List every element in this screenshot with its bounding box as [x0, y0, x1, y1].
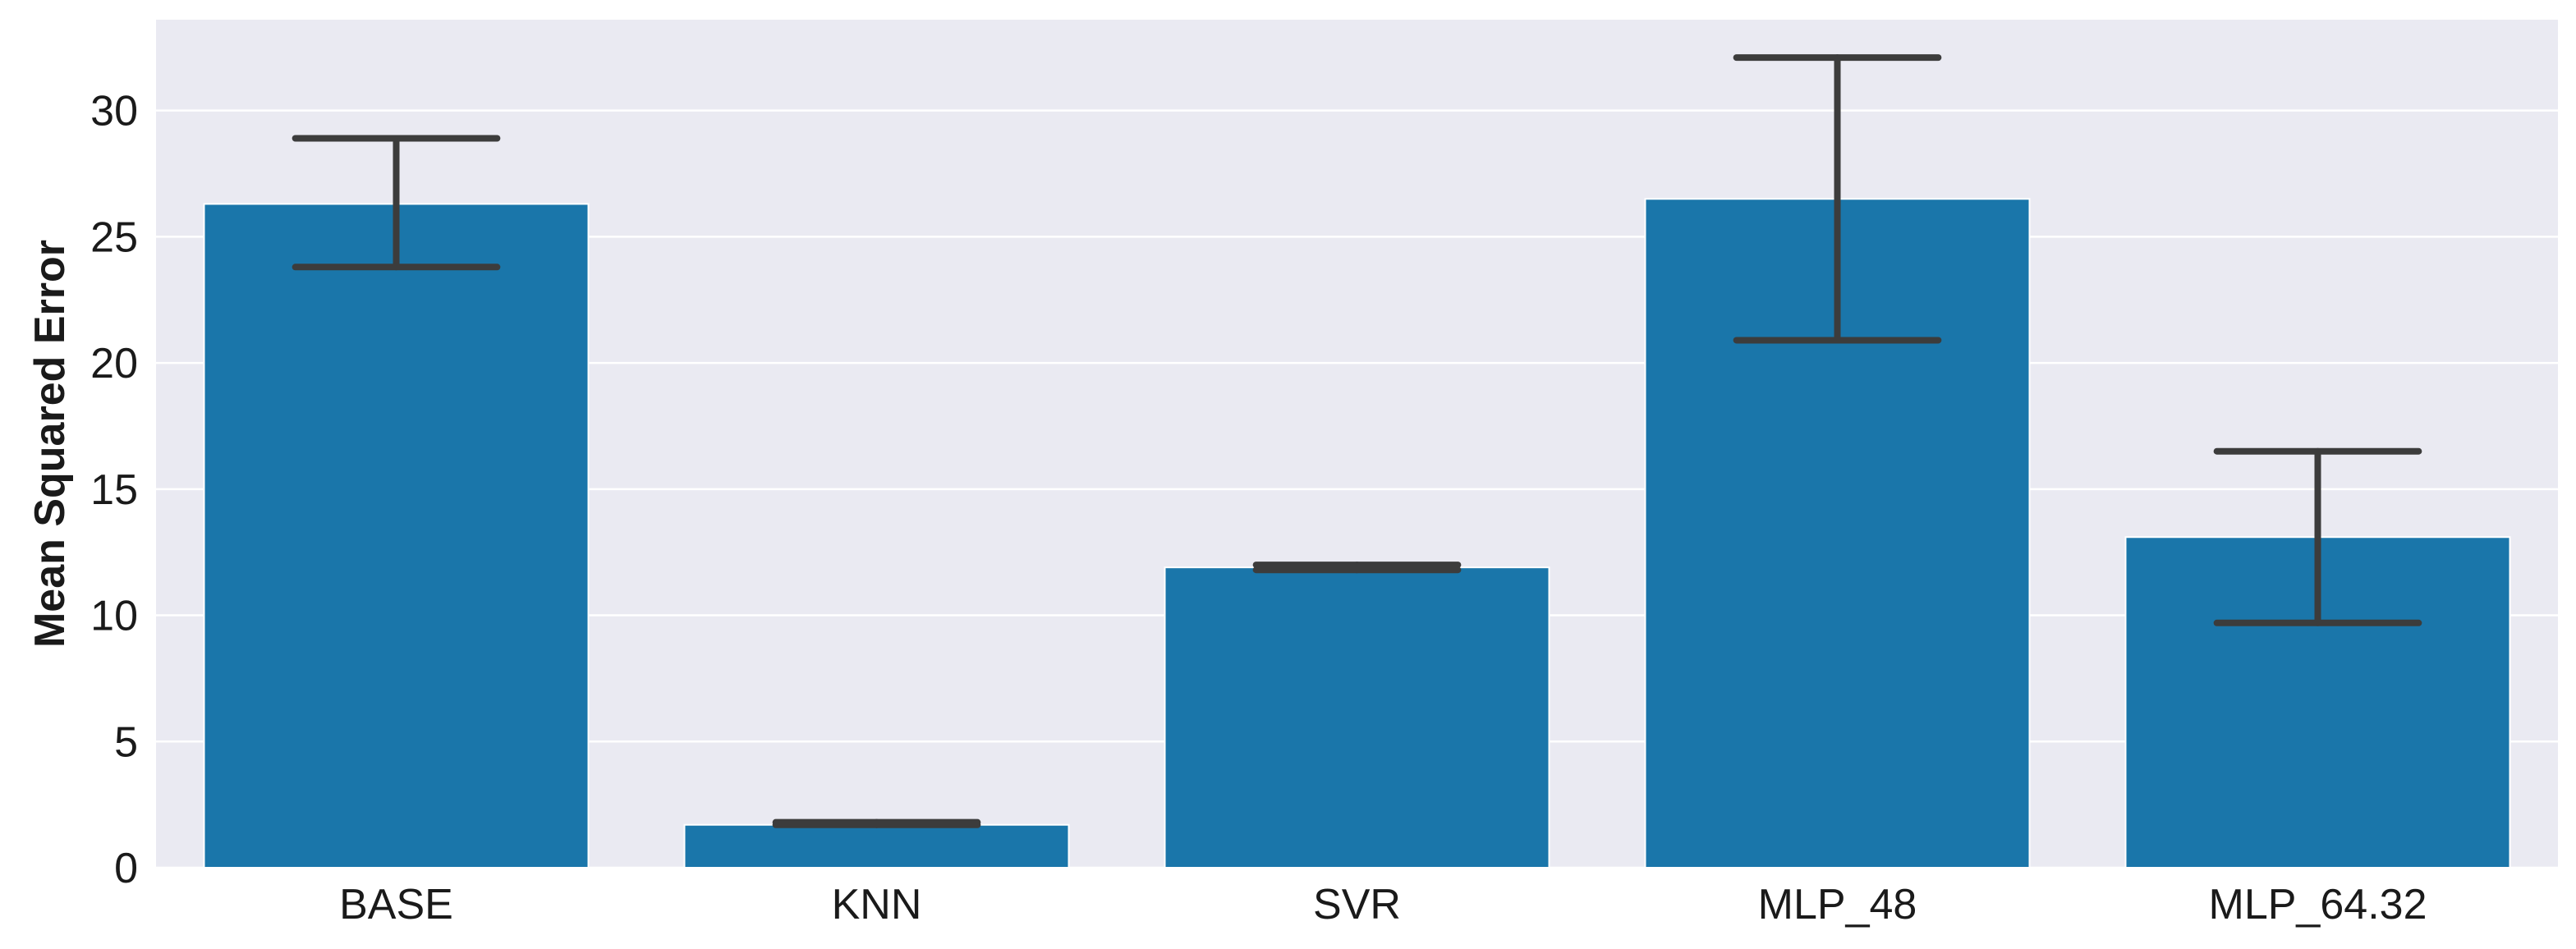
x-tick-label: MLP_64.32 — [2209, 881, 2427, 928]
y-tick-label: 25 — [90, 213, 138, 261]
error-bars — [292, 54, 2422, 828]
x-tick-label: BASE — [339, 881, 453, 928]
bar — [203, 203, 590, 869]
x-tick-label: MLP_48 — [1758, 881, 1917, 928]
x-tick-label: KNN — [832, 881, 922, 928]
y-tick-label: 0 — [114, 845, 138, 892]
x-tick-labels: BASE KNN SVR MLP_48 MLP_64.32 — [339, 881, 2427, 928]
bars — [203, 198, 2511, 869]
y-axis-title: Mean Squared Error — [26, 240, 74, 648]
y-tick-label: 20 — [90, 340, 138, 387]
x-tick-label: SVR — [1313, 881, 1401, 928]
y-tick-label: 15 — [90, 466, 138, 514]
y-tick-label: 10 — [90, 593, 138, 640]
y-tick-label: 5 — [114, 718, 138, 766]
bar — [683, 823, 1070, 869]
y-tick-label: 30 — [90, 88, 138, 135]
y-tick-labels: 0 5 10 15 20 25 30 — [90, 88, 138, 892]
bar — [1164, 566, 1550, 869]
